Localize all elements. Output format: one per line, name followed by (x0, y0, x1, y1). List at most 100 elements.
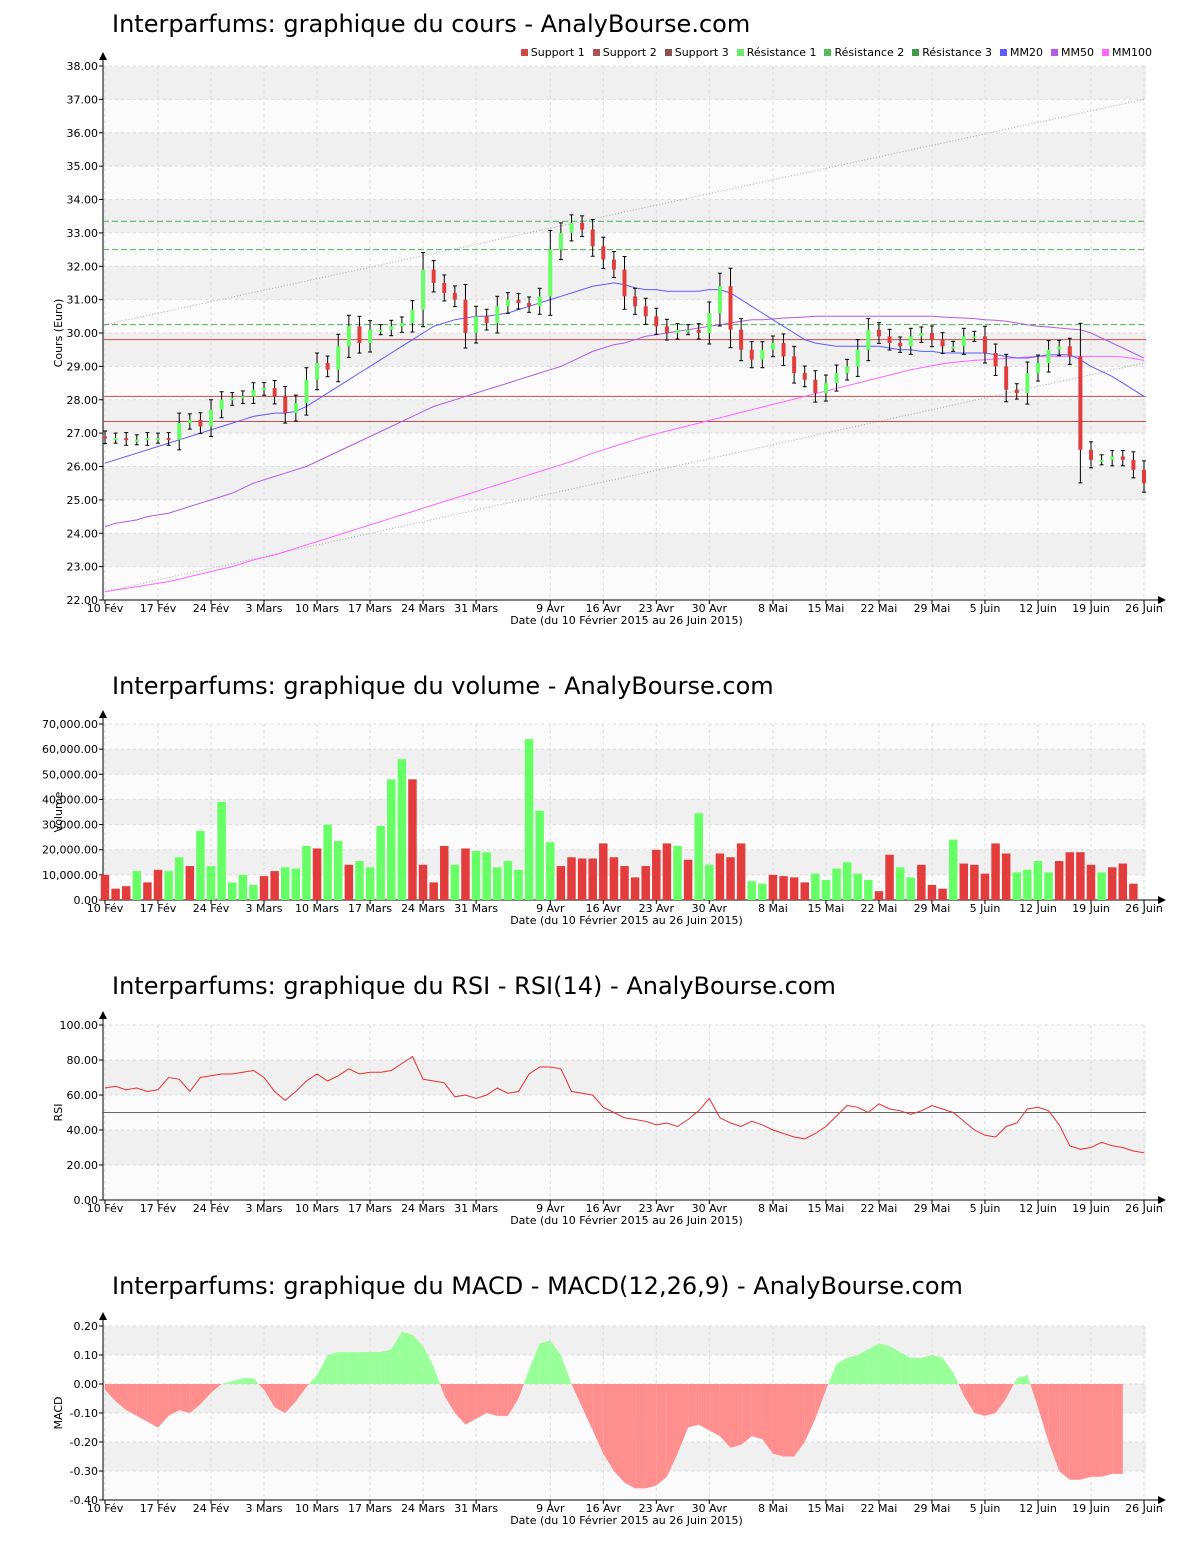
volume-bar (365, 867, 375, 900)
candle-body (484, 316, 489, 323)
legend-label-support-2: Support 2 (602, 46, 657, 59)
volume-bar (599, 843, 608, 900)
macd-positive-area (889, 1346, 901, 1384)
macd-negative-area (624, 1384, 636, 1489)
volume-bar (758, 883, 767, 900)
macd-negative-area (497, 1384, 508, 1416)
volume-x-tick-label: 24 Fév (193, 902, 230, 915)
macd-negative-area (804, 1384, 816, 1442)
volume-bar (344, 864, 354, 900)
candle-body (760, 349, 765, 360)
legend-label-mm100: MM100 (1112, 46, 1152, 59)
volume-chart-panel: Interparfums: graphique du volume - Anal… (0, 650, 1200, 950)
macd-negative-area (168, 1384, 180, 1416)
volume-bar (461, 848, 470, 900)
macd-x-tick-label: 9 Avr (536, 1502, 565, 1515)
price-x-tick-label: 17 Mars (348, 602, 392, 615)
candle-body (961, 336, 966, 347)
legend-support-2: Support 2 (592, 46, 657, 59)
volume-bar (577, 858, 587, 900)
volume-bar (800, 882, 809, 900)
macd-y-tick-label: -0.40 (70, 1494, 98, 1507)
price-chart-svg: 22.00 23.00 24.00 25.00 26.00 27.00 28.00 29.00… (52, 52, 1166, 627)
volume-bar (789, 877, 799, 900)
volume-y-tick-label: 60,000.00 (42, 743, 98, 756)
volume-y-tick-label: 70,000.00 (42, 718, 98, 731)
volume-x-tick-label: 23 Avr (639, 902, 675, 915)
candle-body (823, 383, 828, 394)
volume-band (103, 749, 1146, 775)
volume-bar (864, 879, 873, 900)
legend-swatch-support-2 (592, 49, 600, 56)
price-chart-title: Interparfums: graphique du cours - Analy… (112, 10, 751, 38)
candle-body (156, 438, 161, 441)
price-x-tick-label: 29 Mai (914, 602, 951, 615)
macd-negative-area (582, 1384, 593, 1431)
candle-body (177, 423, 182, 440)
rsi-y-tick-label: 0.00 (74, 1194, 99, 1207)
rsi-x-tick-label: 9 Avr (536, 1202, 565, 1215)
macd-negative-area (1006, 1384, 1014, 1399)
candle-body (346, 326, 351, 347)
macd-negative-area (963, 1384, 975, 1413)
macd-x-tick-label: 17 Fév (140, 1502, 177, 1515)
price-band (103, 466, 1146, 500)
candle-body (389, 326, 394, 330)
macd-positive-area (857, 1349, 869, 1384)
price-band (103, 399, 1146, 434)
price-y-axis-title: Cours (Euro) (52, 299, 65, 368)
macd-negative-area (984, 1384, 996, 1416)
macd-negative-area (158, 1384, 169, 1428)
price-x-tick-label: 17 Fév (140, 602, 177, 615)
legend-resistance-2: Résistance 2 (824, 46, 904, 59)
candle-body (601, 246, 606, 260)
macd-positive-area (232, 1378, 243, 1384)
volume-bar (121, 886, 131, 900)
macd-positive-area (910, 1357, 922, 1384)
candle-body (982, 336, 987, 354)
price-x-tick-label: 10 Mars (295, 602, 339, 615)
candle-body (664, 326, 669, 333)
volume-bar (1023, 869, 1032, 900)
mm100-line (104, 355, 1145, 593)
volume-bar (705, 864, 714, 900)
rsi-band (103, 1060, 1146, 1095)
volume-bar (970, 864, 979, 900)
macd-negative-area (200, 1384, 212, 1405)
volume-bar (842, 862, 852, 900)
candle-body (654, 316, 659, 327)
price-band (103, 66, 1146, 100)
price-y-tick-label: 30.00 (67, 327, 99, 340)
candle-body (813, 379, 818, 394)
volume-bar (334, 840, 343, 900)
legend-resistance-3: Résistance 3 (912, 46, 992, 59)
candle-body (272, 388, 277, 397)
candle-body (580, 222, 585, 230)
volume-bar (832, 868, 841, 900)
legend-resistance-1: Résistance 1 (736, 46, 816, 59)
macd-negative-area (995, 1384, 1007, 1413)
candle-body (1088, 449, 1093, 460)
volume-bar (1054, 861, 1064, 900)
candle-body (887, 336, 892, 344)
volume-bar (673, 845, 682, 900)
volume-bar (164, 871, 173, 900)
candle-body (940, 339, 945, 347)
price-x-tick-label: 24 Fév (193, 602, 230, 615)
price-x-axis-title: Date (du 10 Février 2015 au 26 Juin 2015… (510, 614, 743, 627)
volume-bar (227, 882, 237, 900)
rsi-y-axis-title: RSI (52, 1104, 65, 1122)
macd-positive-area (539, 1340, 551, 1384)
price-band (103, 533, 1146, 567)
trend-channel-upper-line (104, 98, 1145, 326)
volume-bar (609, 857, 619, 900)
volume-chart-svg: 0.00 10,000.00 20,000.00 30,000.00 40,000.00… (42, 710, 1166, 927)
price-y-axis-arrow (99, 52, 107, 60)
macd-positive-area (348, 1352, 360, 1384)
candle-body (187, 419, 192, 424)
volume-bar (249, 884, 258, 900)
rsi-y-tick-label: 40.00 (67, 1124, 99, 1137)
volume-x-tick-label: 15 Mai (808, 902, 845, 915)
volume-bar (111, 888, 120, 900)
volume-x-tick-label: 8 Mai (758, 902, 788, 915)
